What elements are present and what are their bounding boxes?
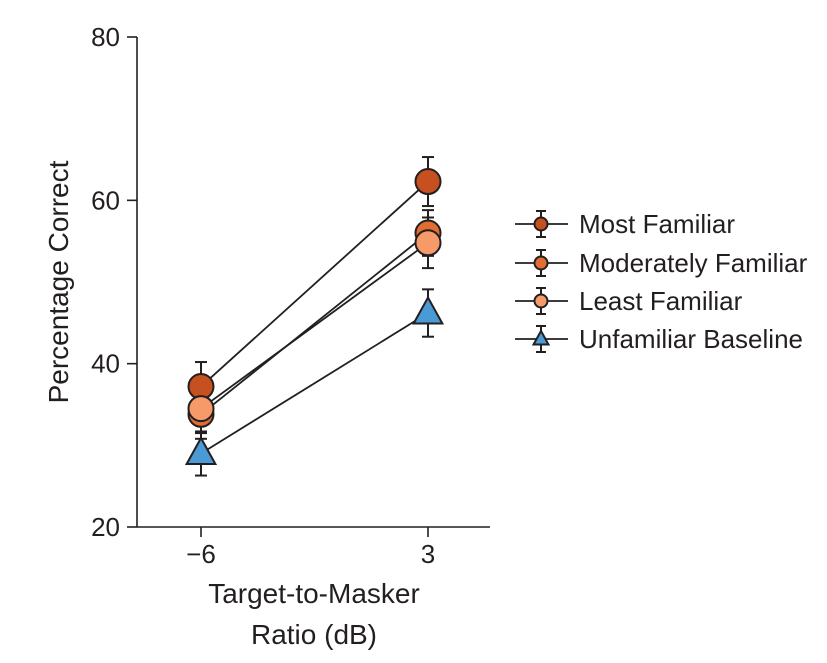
legend-marker bbox=[533, 293, 549, 309]
legend-item: Most Familiar bbox=[515, 209, 735, 239]
x-axis-ticks: −6 3 bbox=[186, 527, 435, 569]
legend-marker bbox=[533, 216, 549, 232]
data-point bbox=[414, 229, 442, 257]
y-axis-title: Percentage Correct bbox=[43, 160, 74, 403]
legend-item: Unfamiliar Baseline bbox=[515, 324, 803, 354]
data-point bbox=[187, 395, 215, 423]
series-line bbox=[200, 312, 429, 455]
legend-marker bbox=[533, 255, 549, 271]
legend-marker bbox=[531, 328, 551, 346]
legend-label: Least Familiar bbox=[579, 286, 743, 316]
connector-lines bbox=[200, 180, 429, 455]
legend-item: Least Familiar bbox=[515, 286, 743, 316]
legend: Most Familiar Moderately Familiar Least Fa… bbox=[515, 209, 808, 354]
data-point bbox=[184, 435, 218, 465]
x-tick-label: −6 bbox=[186, 539, 216, 569]
error-bars bbox=[195, 156, 434, 477]
y-tick-label: 40 bbox=[91, 349, 120, 379]
legend-label: Moderately Familiar bbox=[579, 248, 808, 278]
legend-label: Most Familiar bbox=[579, 209, 735, 239]
legend-label: Unfamiliar Baseline bbox=[579, 324, 803, 354]
x-tick-label: 3 bbox=[421, 539, 435, 569]
y-tick-label: 60 bbox=[91, 185, 120, 215]
y-tick-label: 80 bbox=[91, 22, 120, 52]
data-point bbox=[411, 295, 445, 325]
plot-area bbox=[184, 156, 445, 477]
legend-item: Moderately Familiar bbox=[515, 248, 808, 278]
series-line bbox=[200, 232, 429, 416]
y-axis-ticks: 20 40 60 80 bbox=[91, 22, 137, 542]
series-line bbox=[200, 242, 429, 410]
data-point bbox=[414, 168, 442, 196]
data-points bbox=[184, 168, 445, 465]
y-tick-label: 20 bbox=[91, 512, 120, 542]
x-axis-title-line-1: Target-to-Masker bbox=[208, 578, 420, 609]
x-axis-title-line-2: Ratio (dB) bbox=[251, 619, 377, 650]
series-line bbox=[200, 180, 429, 388]
